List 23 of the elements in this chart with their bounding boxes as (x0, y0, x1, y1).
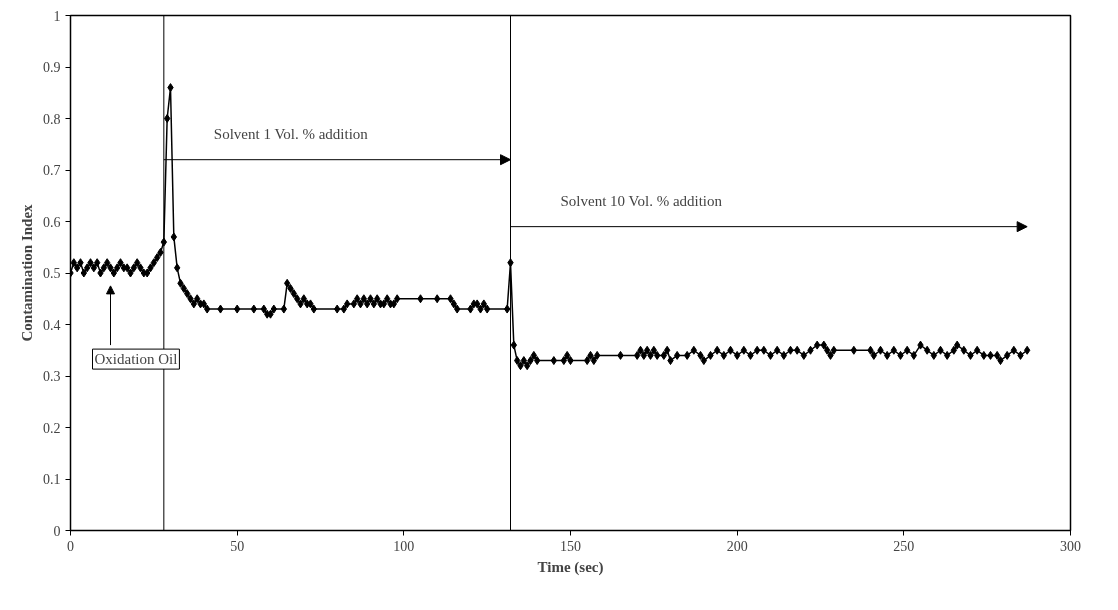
x-tick-label: 150 (560, 538, 581, 554)
y-tick-label: 1 (53, 8, 61, 24)
y-tick-label: 0.7 (43, 163, 61, 178)
y-tick-label: 0 (53, 523, 61, 539)
x-tick-label: 50 (230, 538, 245, 554)
x-tick-label: 300 (1060, 538, 1081, 554)
annotation: Solvent 10 Vol. % addition (560, 192, 723, 209)
x-tick-label: 0 (67, 538, 74, 554)
x-tick-label: 100 (393, 538, 415, 554)
y-tick-label: 0.5 (43, 266, 61, 281)
x-axis-title: Time (sec) (537, 558, 604, 576)
y-tick-label: 0.2 (43, 420, 61, 436)
y-axis-title: Contamination Index (19, 203, 35, 342)
y-tick-label: 0.4 (43, 317, 61, 333)
y-tick-label: 0.1 (43, 472, 61, 487)
y-tick-label: 0.6 (43, 214, 61, 230)
x-tick-label: 250 (893, 538, 915, 554)
annotation: Solvent 1 Vol. % addition (213, 125, 369, 142)
y-tick-label: 0.9 (43, 60, 61, 75)
x-tick-label: 200 (726, 538, 748, 554)
annotation: Oxidation Oil (94, 351, 178, 368)
y-tick-label: 0.8 (43, 111, 61, 127)
y-tick-label: 0.3 (43, 369, 61, 384)
